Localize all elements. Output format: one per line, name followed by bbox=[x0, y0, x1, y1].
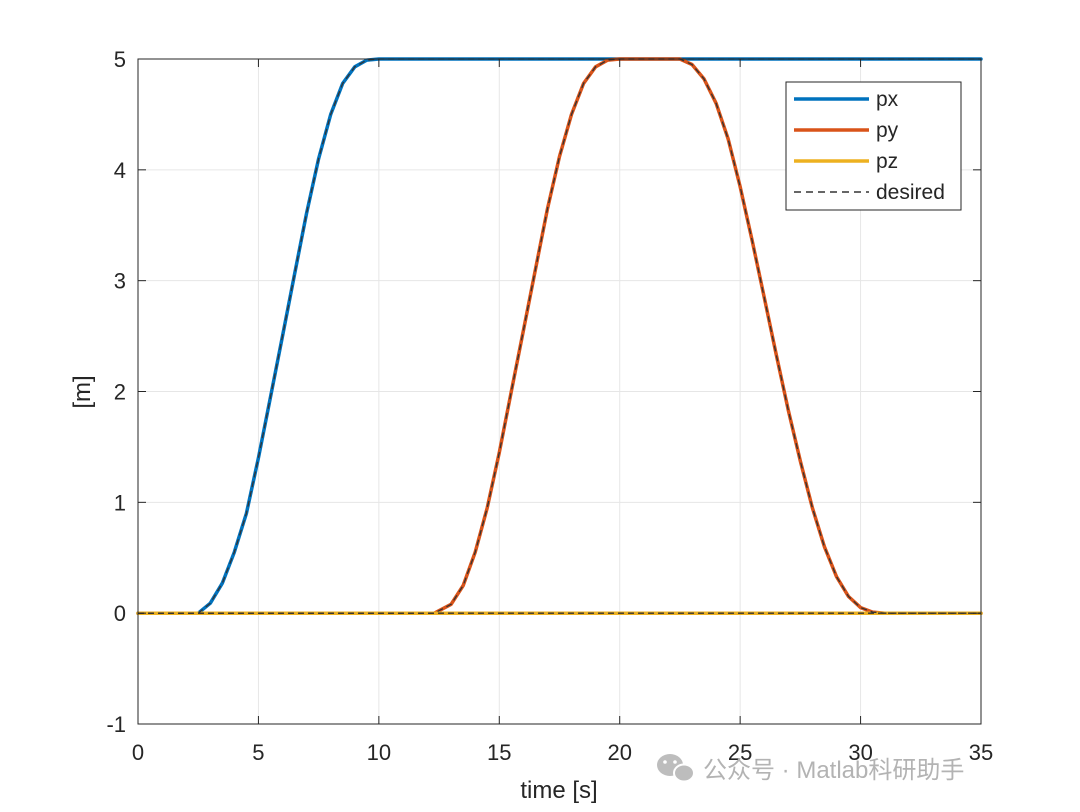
y-tick-label: -1 bbox=[106, 712, 126, 737]
y-axis-label: [m] bbox=[69, 375, 96, 408]
legend-label-pz: pz bbox=[876, 150, 898, 173]
watermark-text: 公众号 · Matlab科研助手 bbox=[703, 757, 964, 784]
legend-label-py: py bbox=[876, 119, 899, 142]
x-tick-label: 0 bbox=[132, 740, 144, 765]
x-tick-label: 5 bbox=[252, 740, 264, 765]
y-tick-label: 2 bbox=[114, 380, 126, 405]
x-tick-label: 25 bbox=[728, 740, 752, 765]
x-tick-label: 10 bbox=[367, 740, 391, 765]
y-tick-label: 4 bbox=[114, 158, 126, 183]
legend-box bbox=[785, 81, 962, 211]
series-group bbox=[136, 57, 983, 615]
x-tick-label: 15 bbox=[487, 740, 511, 765]
legend-label-desired: desired bbox=[876, 181, 945, 204]
legend-label-px: px bbox=[876, 88, 899, 111]
y-tick-label: 3 bbox=[114, 269, 126, 294]
legend: px py pz desired bbox=[785, 81, 962, 211]
series-line-px bbox=[136, 57, 983, 615]
x-axis-label: time [s] bbox=[520, 777, 597, 804]
wechat-icon bbox=[657, 754, 695, 783]
x-tick-label: 35 bbox=[969, 740, 993, 765]
x-tick-label: 30 bbox=[848, 740, 872, 765]
desired-line-py bbox=[138, 58, 981, 614]
y-tick-label: 5 bbox=[114, 47, 126, 72]
y-tick-label: 0 bbox=[114, 601, 126, 626]
x-tick-label: 20 bbox=[607, 740, 631, 765]
watermark: 公众号 · Matlab科研助手 bbox=[657, 754, 964, 784]
y-tick-label: 1 bbox=[114, 490, 126, 515]
